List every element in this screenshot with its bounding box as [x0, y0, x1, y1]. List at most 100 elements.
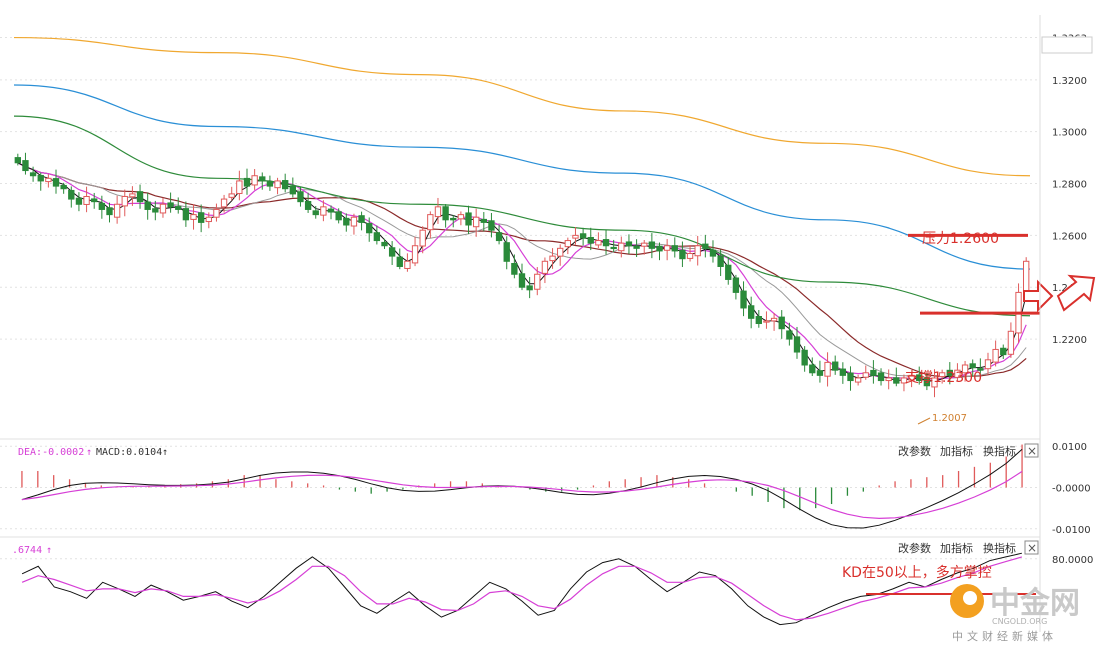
candle-down	[740, 290, 747, 309]
candle-up	[549, 255, 556, 262]
breakout-arrow-icon	[1023, 274, 1096, 313]
kd-add-indicator-button[interactable]: 加指标	[940, 541, 973, 555]
candle-up	[457, 214, 465, 220]
kd-lines	[21, 552, 1023, 626]
kd-change-params-button[interactable]: 改参数	[898, 541, 931, 555]
candle-down	[656, 245, 663, 252]
candle-up	[190, 214, 197, 220]
brand-name: 中金网	[990, 586, 1080, 621]
candle-up	[83, 195, 90, 205]
candle-down	[22, 160, 29, 172]
candle-up	[694, 245, 701, 257]
price-tick-label: 1.2800	[1052, 180, 1087, 191]
macd-switch-indicator-button[interactable]: 换指标	[983, 444, 1016, 458]
candle-down	[488, 220, 495, 231]
candle-down	[152, 208, 159, 213]
candle-up	[1007, 330, 1015, 355]
candle-up	[274, 180, 281, 189]
candle-up	[961, 364, 969, 374]
macd-add-indicator-button[interactable]: 加指标	[940, 444, 973, 458]
price-tick-label: 1.3000	[1052, 128, 1087, 139]
candle-up	[984, 359, 992, 370]
candle-down	[182, 208, 190, 221]
macd-change-params-button[interactable]: 改参数	[898, 444, 931, 458]
candle-up	[641, 242, 648, 247]
kd-switch-indicator-button[interactable]: 换指标	[983, 541, 1016, 555]
candle-down	[75, 197, 83, 205]
candle-down	[816, 370, 824, 376]
candle-down	[388, 247, 396, 257]
candle-up	[427, 214, 434, 231]
kd-k-line	[21, 552, 1023, 626]
candle-up	[900, 377, 908, 384]
candle-down	[755, 315, 762, 325]
macd-value-readout: MACD:0.0104	[96, 447, 162, 458]
candle-up	[129, 193, 136, 198]
candle-down	[511, 262, 518, 275]
candle-down	[450, 217, 457, 221]
candle-down	[289, 185, 297, 195]
candle-up	[541, 260, 549, 274]
macd-close-button[interactable]: ×	[1024, 443, 1039, 458]
candle-down	[747, 305, 755, 319]
candle-down	[136, 191, 144, 203]
macd-arrow-1-icon: ↑	[86, 447, 92, 458]
candle-down	[579, 233, 587, 239]
kd-tick-label: 80.0000	[1052, 555, 1093, 566]
candle-up	[228, 193, 235, 198]
close-icon: ×	[1027, 444, 1037, 458]
candle-up	[885, 377, 892, 382]
candle-down	[167, 202, 174, 208]
candle-up	[992, 348, 999, 363]
candle-down	[839, 368, 847, 376]
candle-up	[213, 208, 220, 218]
candle-down	[977, 368, 984, 371]
candle-down	[725, 264, 732, 280]
kd-arrow-icon: ↑	[46, 545, 52, 556]
kd-close-button[interactable]: ×	[1024, 540, 1039, 555]
candle-up	[411, 245, 419, 264]
candle-down	[52, 178, 60, 187]
candle-up	[618, 242, 625, 252]
candle-up	[770, 317, 778, 322]
candle-down	[442, 206, 449, 221]
candle-down	[1000, 347, 1007, 356]
candle-down	[197, 212, 205, 223]
candle-up	[595, 240, 602, 246]
candle-down	[801, 349, 808, 366]
candle-up	[220, 198, 228, 208]
candle-down	[893, 377, 900, 384]
candle-down	[916, 374, 923, 382]
candle-down	[648, 241, 656, 249]
macd-axis-ticks: 0.0100 -0.0000 -0.0100	[1052, 442, 1091, 536]
candle-up	[434, 206, 442, 218]
candle-up	[419, 229, 426, 247]
macd-lines	[21, 448, 1023, 529]
candle-up	[931, 377, 938, 388]
candle-down	[343, 217, 350, 226]
candle-down	[60, 184, 67, 190]
kd-annotation: KD在50以上，多方掌控	[842, 564, 992, 581]
candle-up	[938, 372, 946, 378]
macd-tick-label: 0.0100	[1052, 442, 1087, 453]
candle-down	[297, 191, 304, 203]
candle-down	[91, 198, 98, 203]
macd-dea-readout: DEA:-0.0002	[18, 447, 84, 458]
candle-down	[243, 177, 251, 187]
candle-down	[923, 377, 931, 387]
price-tick-label: 1.2200	[1052, 335, 1087, 346]
candle-down	[717, 255, 724, 267]
candle-down	[870, 369, 877, 376]
low-price-label: 1.2007	[932, 413, 967, 424]
candle-down	[106, 207, 113, 216]
candle-down	[847, 372, 854, 382]
candle-up	[854, 377, 862, 383]
candle-up	[954, 369, 961, 378]
candle-down	[969, 363, 976, 369]
candle-down	[732, 277, 740, 293]
candle-up	[113, 203, 121, 218]
candle-down	[786, 330, 793, 340]
candle-down	[625, 241, 633, 247]
candle-down	[396, 256, 403, 267]
